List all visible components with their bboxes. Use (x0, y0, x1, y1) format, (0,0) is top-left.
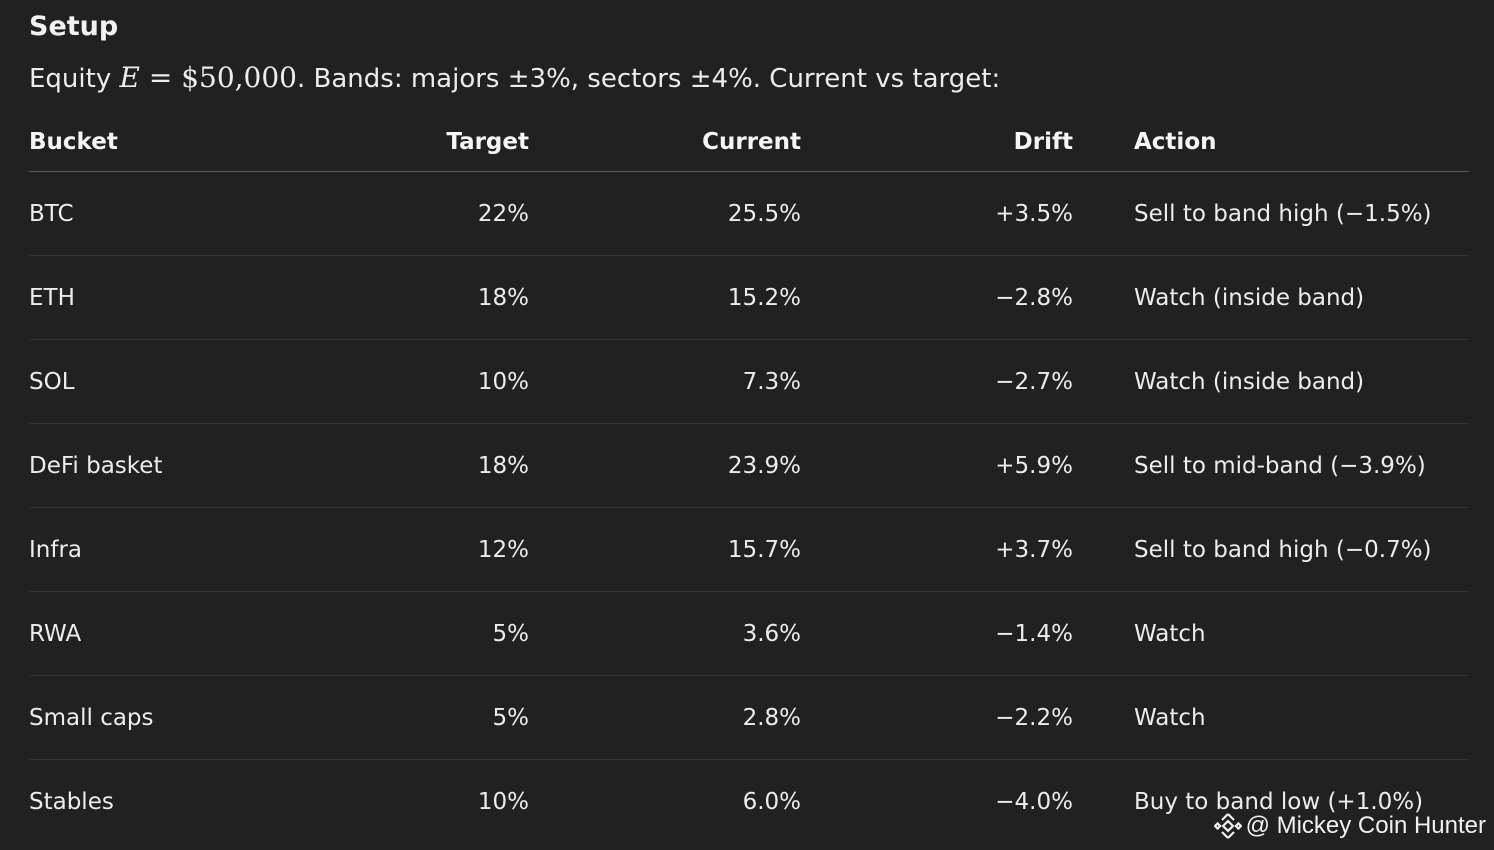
cell-current: 23.9% (529, 423, 801, 508)
cell-bucket: RWA (29, 591, 319, 676)
section-heading: Setup (29, 11, 119, 42)
header-target: Target (319, 113, 529, 172)
math-variable: E (119, 61, 140, 94)
table-row: Infra 12% 15.7% +3.7% Sell to band high … (29, 507, 1469, 592)
cell-action: Sell to mid-band (−3.9%) (1073, 423, 1469, 508)
cell-target: 12% (319, 507, 529, 592)
cell-current: 6.0% (742, 788, 801, 815)
cell-drift: −2.7% (801, 339, 1073, 424)
cell-current: 15.2% (529, 255, 801, 340)
cell-target: 10% (319, 339, 529, 424)
watermark: @ Mickey Coin Hunter (1213, 812, 1486, 840)
cell-drift: +5.9% (801, 423, 1073, 508)
intro-rest: . Bands: majors ±3%, sectors ±4%. Curren… (297, 64, 1001, 94)
watermark-text: @ Mickey Coin Hunter (1245, 812, 1486, 839)
cell-bucket: Infra (29, 507, 319, 592)
cell-target: 22% (319, 171, 529, 256)
binance-logo-icon (1213, 812, 1242, 840)
cell-current: 15.7% (529, 507, 801, 592)
cell-bucket: Small caps (29, 675, 319, 760)
cell-drift: −2.8% (801, 255, 1073, 340)
cell-target: 5% (319, 675, 529, 760)
math-expression: E = $50,000 (119, 61, 297, 94)
cell-action: Watch (inside band) (1073, 255, 1469, 340)
allocation-table: Bucket Target Current Drift Action BTC 2… (29, 113, 1469, 843)
cell-action: Watch (1073, 675, 1469, 760)
cell-drift: −1.4% (801, 591, 1073, 676)
header-current: Current (529, 113, 801, 172)
cell-bucket: ETH (29, 255, 319, 340)
header-drift: Drift (801, 113, 1073, 172)
cell-bucket: BTC (29, 171, 319, 256)
cell-current: 7.3% (529, 339, 801, 424)
cell-drift: −4.0% (995, 788, 1073, 815)
cell-target: 5% (319, 591, 529, 676)
cell-drift: +3.5% (801, 171, 1073, 256)
cell-bucket: Stables (29, 788, 114, 815)
table-row: SOL 10% 7.3% −2.7% Watch (inside band) (29, 339, 1469, 424)
cell-action: Sell to band high (−1.5%) (1073, 171, 1469, 256)
cell-action: Sell to band high (−0.7%) (1073, 507, 1469, 592)
cell-current: 2.8% (529, 675, 801, 760)
intro-paragraph: Equity E = $50,000. Bands: majors ±3%, s… (29, 58, 1000, 99)
cell-drift: −2.2% (801, 675, 1073, 760)
table-row: RWA 5% 3.6% −1.4% Watch (29, 591, 1469, 676)
header-action: Action (1073, 113, 1469, 172)
cell-current: 3.6% (529, 591, 801, 676)
header-bucket: Bucket (29, 113, 319, 172)
table-row: Stables 10% 6.0% −4.0% Buy to band low (… (29, 760, 1469, 844)
cell-action: Watch (inside band) (1073, 339, 1469, 424)
cell-target: 18% (319, 255, 529, 340)
cell-bucket: SOL (29, 339, 319, 424)
cell-bucket: DeFi basket (29, 423, 319, 508)
cell-current: 25.5% (529, 171, 801, 256)
cell-action: Watch (1073, 591, 1469, 676)
math-value: $50,000 (181, 61, 297, 94)
table-row: DeFi basket 18% 23.9% +5.9% Sell to mid-… (29, 423, 1469, 508)
cell-target: 10% (477, 788, 529, 815)
intro-lead: Equity (29, 64, 120, 94)
cell-drift: +3.7% (801, 507, 1073, 592)
table-row: BTC 22% 25.5% +3.5% Sell to band high (−… (29, 171, 1469, 256)
table-row: ETH 18% 15.2% −2.8% Watch (inside band) (29, 255, 1469, 340)
table-row: Small caps 5% 2.8% −2.2% Watch (29, 675, 1469, 760)
math-operator: = (139, 61, 182, 94)
table-header-row: Bucket Target Current Drift Action (29, 113, 1469, 172)
cell-action: Buy to band low (+1.0%) (1134, 788, 1424, 815)
cell-target: 18% (319, 423, 529, 508)
